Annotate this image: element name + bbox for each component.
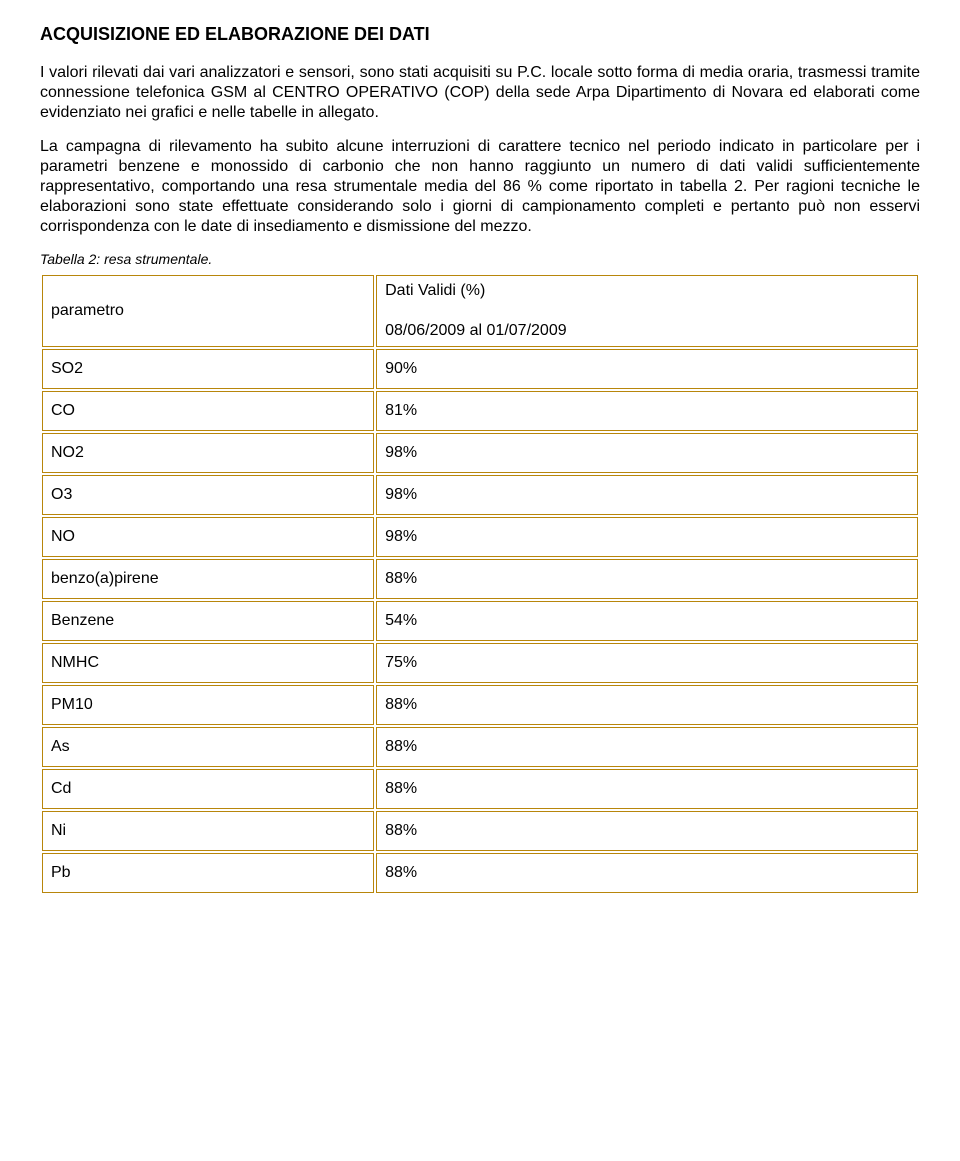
table-row-value: 90% (376, 349, 918, 389)
table-row-value: 88% (376, 811, 918, 851)
table-row-param: benzo(a)pirene (42, 559, 374, 599)
page-title: ACQUISIZIONE ED ELABORAZIONE DEI DATI (40, 24, 920, 45)
table-row-value: 88% (376, 853, 918, 893)
table-row-value: 98% (376, 433, 918, 473)
table-row-value: 75% (376, 643, 918, 683)
paragraph-1: I valori rilevati dai vari analizzatori … (40, 63, 920, 123)
table-row-value: 88% (376, 559, 918, 599)
table-caption: Tabella 2: resa strumentale. (40, 251, 920, 267)
resa-strumentale-table: parametro Dati Validi (%) 08/06/2009 al … (40, 273, 920, 895)
table-row-value: 88% (376, 769, 918, 809)
table-row-value: 81% (376, 391, 918, 431)
table-row-param: Ni (42, 811, 374, 851)
col-header-dati-validi: Dati Validi (%) 08/06/2009 al 01/07/2009 (376, 275, 918, 347)
table-row-param: As (42, 727, 374, 767)
table-row-param: NMHC (42, 643, 374, 683)
table-row-value: 88% (376, 685, 918, 725)
table-row-param: SO2 (42, 349, 374, 389)
table-row-param: Cd (42, 769, 374, 809)
table-row-value: 88% (376, 727, 918, 767)
table-row-param: O3 (42, 475, 374, 515)
table-row-param: CO (42, 391, 374, 431)
table-row-value: 98% (376, 475, 918, 515)
table-row-param: Benzene (42, 601, 374, 641)
table-row-value: 54% (376, 601, 918, 641)
header-dati-validi-label: Dati Validi (%) (385, 282, 909, 300)
table-row-param: PM10 (42, 685, 374, 725)
col-header-parametro: parametro (42, 275, 374, 347)
table-row-value: 98% (376, 517, 918, 557)
header-date-range: 08/06/2009 al 01/07/2009 (385, 322, 909, 340)
paragraph-2: La campagna di rilevamento ha subito alc… (40, 137, 920, 237)
table-row-param: NO2 (42, 433, 374, 473)
table-row-param: Pb (42, 853, 374, 893)
table-row-param: NO (42, 517, 374, 557)
